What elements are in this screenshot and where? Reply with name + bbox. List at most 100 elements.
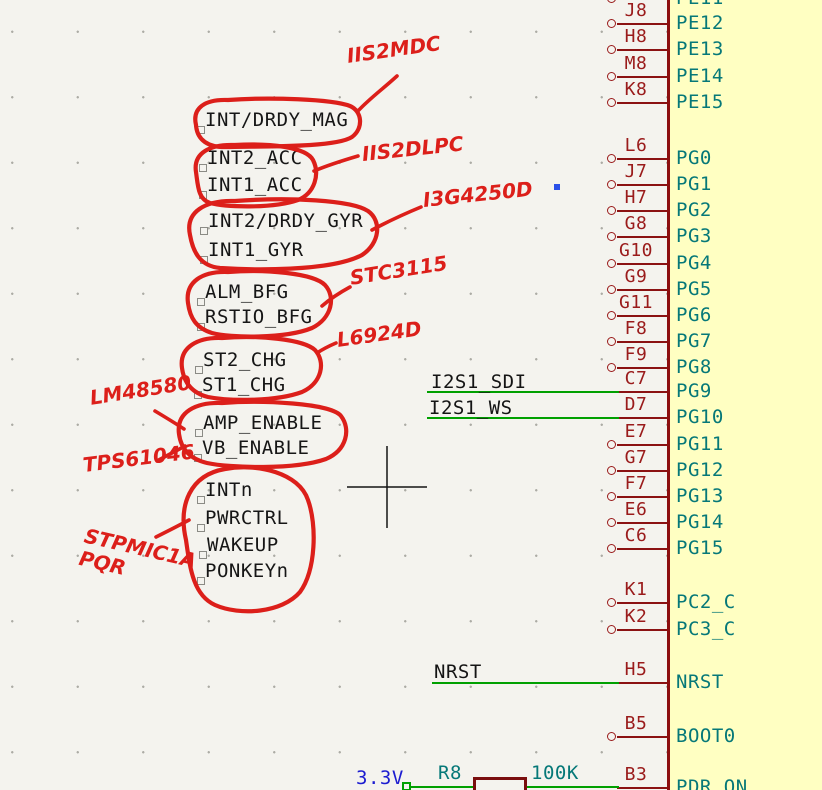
pin-name: PDR_ON [676, 776, 748, 790]
hier-label-text: INT1_ACC [207, 174, 303, 196]
hier-label-amp-enable[interactable]: AMP_ENABLE [195, 412, 323, 437]
hier-label-text: ALM_BFG [205, 281, 289, 303]
ink-note-stpmic1apqr: STPMIC1APQR [76, 523, 199, 580]
hier-label-st1-chg[interactable]: ST1_CHG [194, 375, 286, 399]
pin-name: PC2_C [676, 591, 736, 613]
hier-label-vb-enable[interactable]: VB_ENABLE [194, 437, 310, 462]
net-label-i2s1-ws[interactable]: I2S1_WS [429, 397, 513, 419]
hier-label-text: VB_ENABLE [202, 437, 310, 459]
hier-label-int1-acc[interactable]: INT1_ACC [199, 174, 303, 199]
hier-label-anchor [199, 191, 207, 199]
resistor-ref[interactable]: R8 [438, 762, 462, 784]
pin-line [617, 210, 667, 213]
hier-label-text: INT2/DRDY_GYR [208, 210, 364, 232]
hier-label-anchor [197, 126, 205, 134]
hier-label-text: INT2_ACC [207, 147, 303, 169]
pin-line [617, 367, 667, 370]
ink-leader-iis2mdc [356, 74, 399, 113]
pin-endpoint-circle [607, 363, 616, 372]
junction-marker [554, 184, 560, 190]
hier-label-int1-gyr[interactable]: INT1_GYR [200, 239, 304, 264]
pin-endpoint-circle [607, 337, 616, 346]
wire-r8-to-pdr-on[interactable] [527, 786, 619, 789]
pin-endpoint-circle [607, 440, 616, 449]
pin-line [617, 787, 667, 790]
pin-number: F7 [624, 473, 648, 494]
hier-label-intn[interactable]: INTn [197, 480, 253, 504]
pin-line [617, 184, 667, 187]
hier-label-pwrctrl[interactable]: PWRCTRL [197, 508, 289, 532]
wire-nrst[interactable] [432, 682, 619, 685]
ink-note-lm48580: LM48580 [88, 370, 193, 410]
hier-label-int2-acc[interactable]: INT2_ACC [199, 147, 303, 172]
pin-endpoint-circle [607, 466, 616, 475]
pin-number: D7 [624, 394, 648, 415]
pin-name: PE13 [676, 38, 724, 60]
pin-line [617, 417, 667, 420]
pin-number: E6 [624, 499, 648, 520]
ic-symbol-body[interactable] [667, 0, 822, 790]
pin-line [617, 391, 667, 394]
hier-label-int2-drdy-gyr[interactable]: INT2/DRDY_GYR [200, 210, 364, 235]
hier-label-rstio-bfg[interactable]: RSTIO_BFG [197, 307, 312, 331]
pin-number: C7 [624, 368, 648, 389]
hier-label-anchor [200, 227, 208, 235]
hier-label-text: INT1_GYR [208, 239, 304, 261]
ink-note-iis2dlpc: IIS2DLPC [360, 131, 465, 166]
ink-leader-iis2dlpc [312, 154, 360, 173]
power-pin-square [402, 782, 411, 790]
hier-label-wakeup[interactable]: WAKEUP [199, 534, 279, 559]
resistor-r8-body[interactable] [473, 777, 527, 790]
pin-name: PG14 [676, 511, 724, 533]
pin-endpoint-circle [607, 518, 616, 527]
hier-label-st2-chg[interactable]: ST2_CHG [195, 349, 287, 374]
pin-line [617, 102, 667, 105]
ink-leader-lm48580 [153, 409, 186, 431]
hier-label-ponkeyn[interactable]: PONKEYn [197, 561, 289, 585]
hier-label-text: ST2_CHG [203, 349, 287, 371]
pin-line [617, 23, 667, 26]
ink-note-stc3115: STC3115 [348, 250, 450, 290]
pin-line [617, 76, 667, 79]
hier-label-int-drdy-mag[interactable]: INT/DRDY_MAG [197, 110, 348, 134]
pin-name: PG3 [676, 225, 712, 247]
pin-line [617, 49, 667, 52]
hier-label-alm-bfg[interactable]: ALM_BFG [197, 281, 289, 306]
pin-number: G11 [618, 292, 653, 313]
power-flag-3v3[interactable]: 3.3V [356, 767, 404, 789]
pin-line [617, 289, 667, 292]
pin-number: J7 [624, 161, 648, 182]
pin-line [617, 522, 667, 525]
pin-number: G10 [618, 240, 653, 261]
pin-number: K8 [624, 79, 648, 100]
pin-number: H7 [624, 187, 648, 208]
ink-note-iis2mdc: IIS2MDC [345, 30, 443, 68]
hier-label-anchor [200, 256, 208, 264]
pin-name: PG1 [676, 173, 712, 195]
pin-number: F9 [624, 344, 648, 365]
pin-number: F8 [624, 318, 648, 339]
wire-i2s1-ws[interactable] [427, 417, 619, 420]
pin-endpoint-circle [607, 72, 616, 81]
net-label-i2s1-sdi[interactable]: I2S1_SDI [431, 371, 527, 393]
pin-number: J8 [624, 0, 648, 21]
hier-label-text: AMP_ENABLE [203, 412, 323, 434]
pin-name: PG5 [676, 278, 712, 300]
pin-endpoint-circle [607, 45, 616, 54]
resistor-value[interactable]: 100K [531, 762, 579, 784]
pin-endpoint-circle [607, 625, 616, 634]
hier-label-text: WAKEUP [207, 534, 279, 556]
wire-i2s1-sdi[interactable] [427, 391, 619, 394]
pin-name: PG12 [676, 459, 724, 481]
wire-3v3-to-r8[interactable] [410, 786, 474, 789]
net-label-nrst[interactable]: NRST [434, 661, 482, 683]
hier-label-anchor [195, 429, 203, 437]
pin-endpoint-circle [607, 492, 616, 501]
pin-number: K1 [624, 579, 648, 600]
pin-endpoint-circle [607, 285, 616, 294]
hier-label-anchor [197, 496, 205, 504]
hier-label-anchor [197, 298, 205, 306]
pin-name: PG7 [676, 330, 712, 352]
pin-name: PG6 [676, 304, 712, 326]
